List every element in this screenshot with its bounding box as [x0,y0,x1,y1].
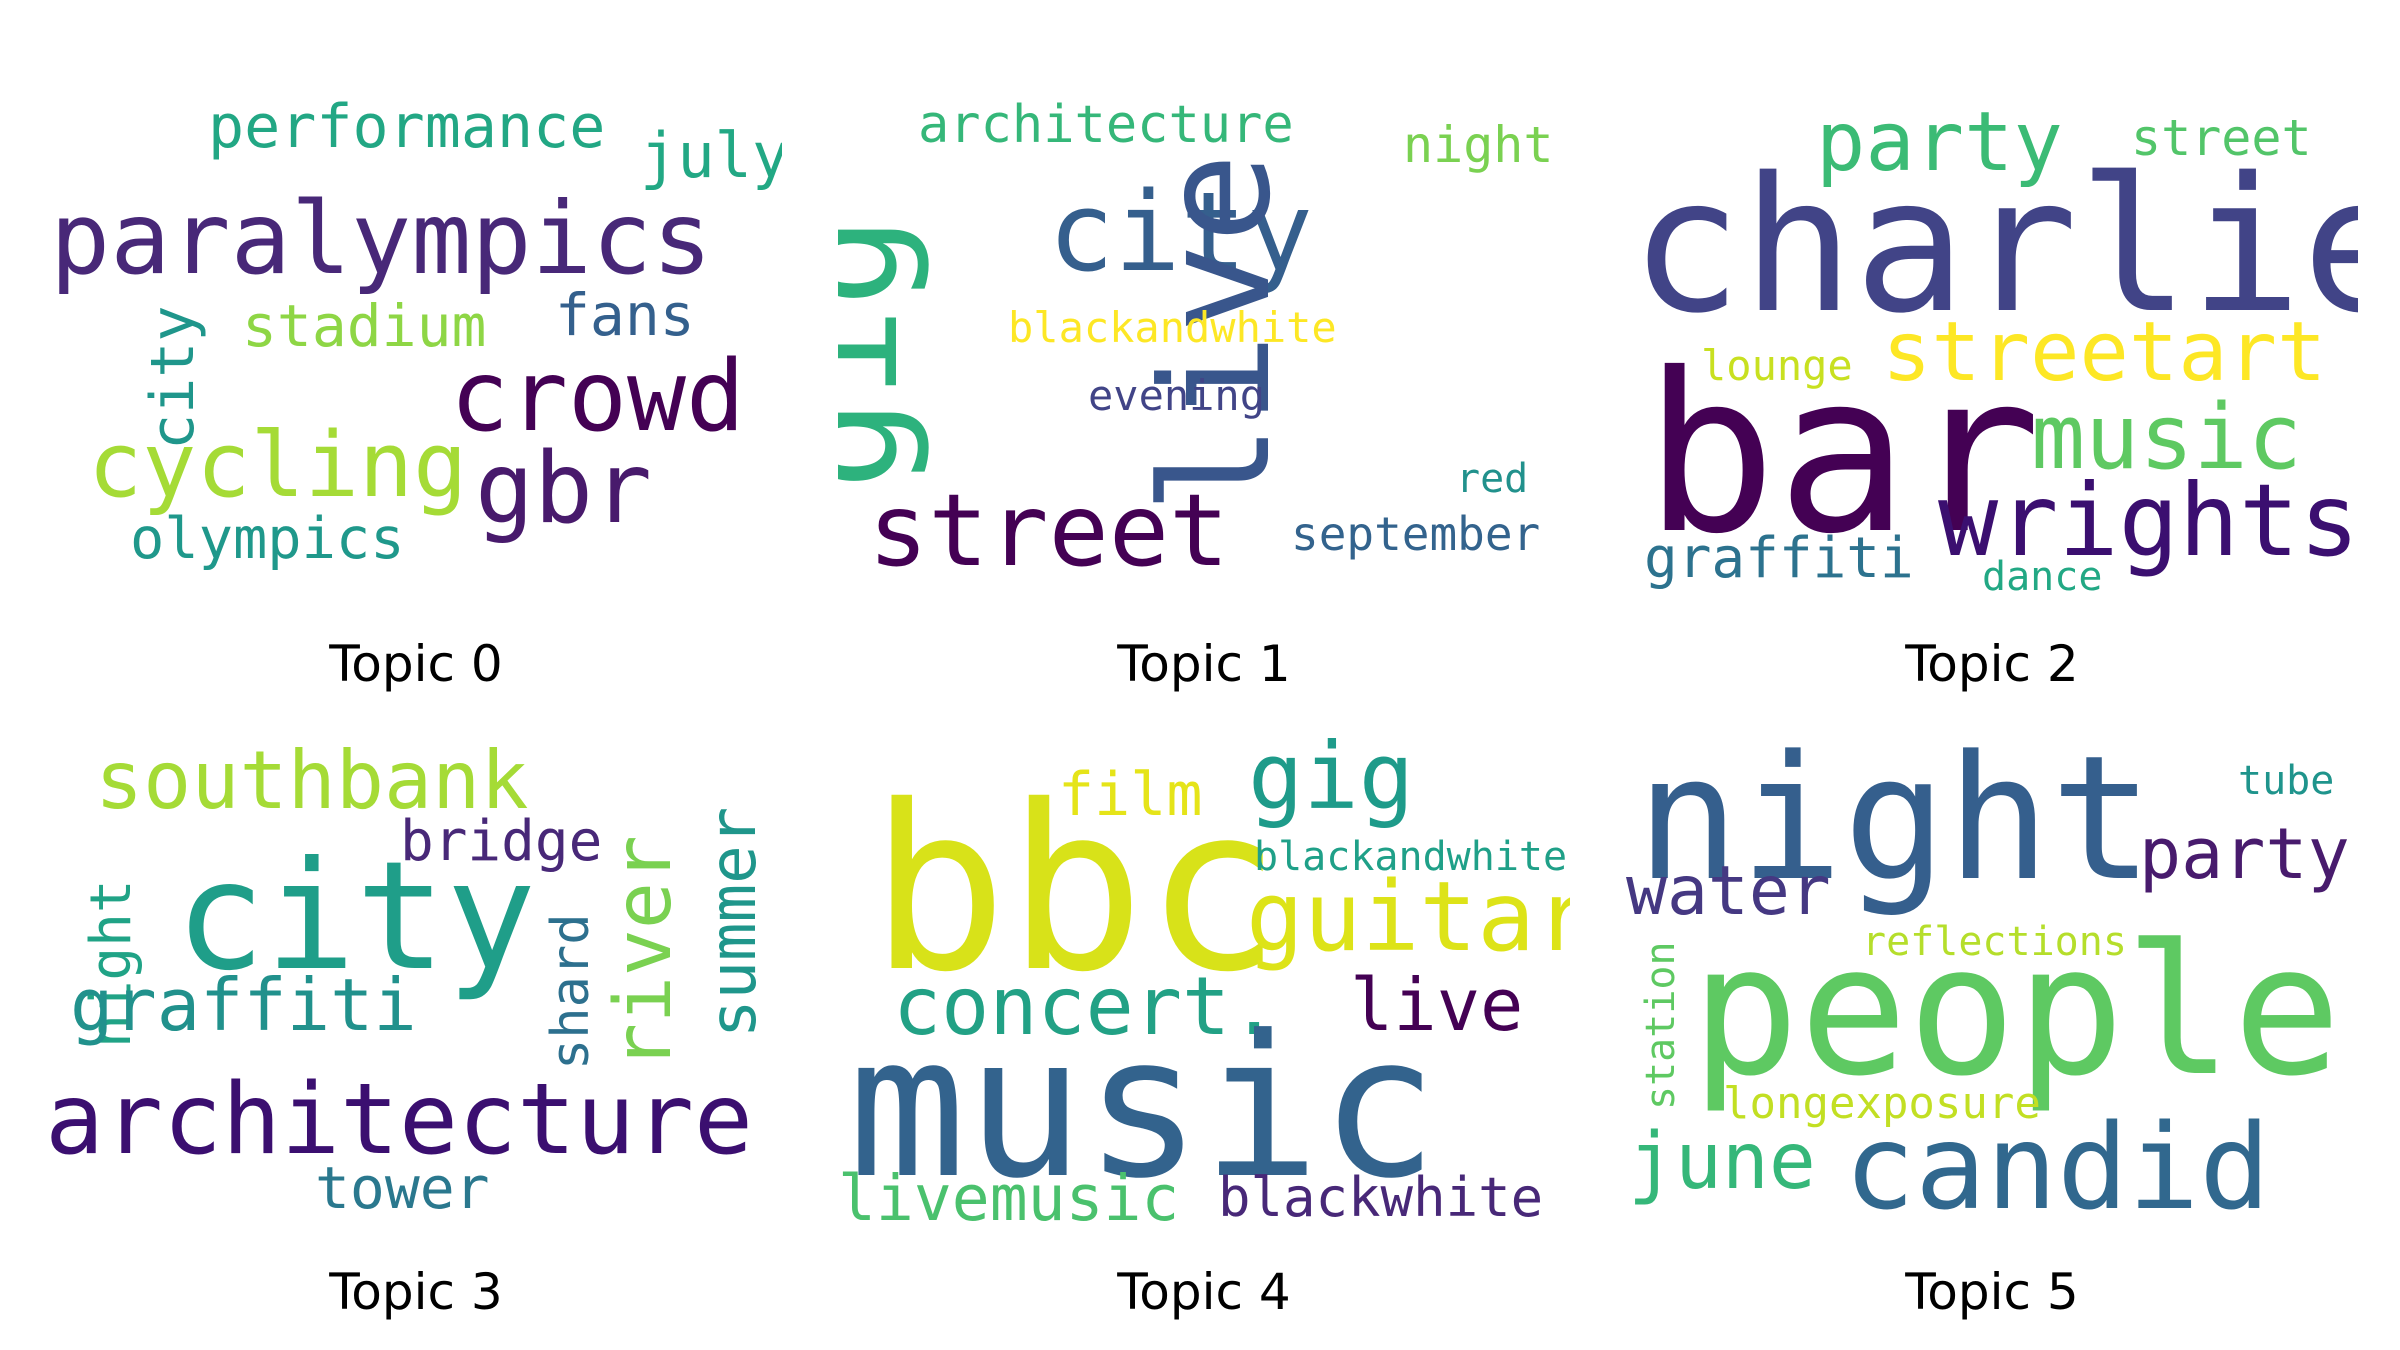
word-charlie: charlie [1630,137,2358,354]
wordcloud-panel-topic-2: party street charlie lounge streetart ba… [1626,90,2358,693]
word-blackandwhite: blackandwhite [1254,834,1567,880]
word-livemusic: livemusic [838,1162,1179,1235]
word-fans: fans [555,281,695,349]
word-blackwhite: blackwhite [1218,1166,1543,1229]
word-olympics: olympics [130,506,405,572]
wordcloud-panel-topic-1: architecture night gig city live blackan… [838,90,1570,693]
word-night: night [1636,718,2154,919]
wordcloud-topic-5: night tube party water reflections stati… [1626,718,2350,1236]
word-lounge: lounge [1701,341,1853,390]
word-street: street [868,472,1229,589]
word-architecture: architecture [918,95,1294,155]
word-crowd: crowd [450,340,745,454]
word-bridge: bridge [400,809,602,874]
wordcloud-topic-3: southbank summer night bridge city river… [50,734,771,1222]
word-music: music [2031,385,2302,490]
wordcloud-topic-2: party street charlie lounge streetart ba… [1630,95,2358,600]
word-june: june [1628,1117,1816,1207]
word-summer: summer [697,807,771,1038]
word-bar: bar [1644,326,2041,582]
word-station: station [1638,941,1684,1110]
wordcloud-panel-topic-3: southbank summer night bridge city river… [50,718,782,1321]
word-paralympics: paralympics [50,180,712,297]
word-bbc: bbc [870,756,1282,1022]
word-music: music [848,994,1438,1222]
word-gig: gig [838,215,932,490]
wordcloud-panel-topic-5: night tube party water reflections stati… [1626,718,2358,1321]
word-graffiti: graffiti [1644,526,1914,591]
wordcloud-panel-topic-0: performance july paralympics stadium fan… [50,90,782,693]
word-city: city [1048,168,1313,296]
word-river: river [599,835,689,1070]
word-street: street [2131,109,2312,167]
word-live: live [1350,963,1523,1047]
word-gbr: gbr [475,432,652,546]
word-reflections: reflections [1862,919,2127,965]
word-party: party [2139,813,2350,895]
word-night: night [1403,116,1554,174]
word-evening: evening [1088,371,1265,420]
word-blackandwhite: blackandwhite [1008,303,1337,352]
word-gig: gig [1248,723,1414,830]
panel-caption: Topic 2 [1905,635,2079,693]
wordcloud-topic-1: architecture night gig city live blackan… [838,95,1554,589]
word-streetart: streetart [1882,305,2326,400]
word-july: july [640,119,782,192]
wordcloud-topic-4: film gig bbc blackandwhite guitar concer… [838,723,1570,1235]
panel-caption: Topic 5 [1905,1263,2079,1321]
word-shard: shard [541,913,601,1070]
panel-caption: Topic 4 [1117,1263,1291,1321]
word-party: party [1816,95,2063,190]
word-september: september [1291,507,1540,561]
word-southbank: southbank [95,734,528,827]
panel-caption: Topic 1 [1117,635,1291,693]
word-architecture: architecture [50,1063,753,1177]
word-night: night [79,879,144,1048]
word-live: live [1130,153,1304,514]
word-longexposure: longexposure [1723,1078,2041,1129]
word-stadium: stadium [242,292,486,360]
panel-caption: Topic 0 [329,635,503,693]
word-cycling: cycling [88,413,467,518]
wordcloud-topic-0: performance july paralympics stadium fan… [50,92,782,572]
word-dance: dance [1982,554,2102,600]
word-performance: performance [208,92,605,162]
word-people: people [1691,907,2341,1116]
word-city: city [138,306,208,451]
wordcloud-panel-topic-4: film gig bbc blackandwhite guitar concer… [838,718,1570,1321]
word-red: red [1456,456,1528,502]
word-water: water [1626,852,1831,931]
word-city: city [175,830,536,1004]
word-candid: candid [1844,1098,2270,1236]
word-concert: concert. [893,960,1278,1053]
word-wrights: wrights [1938,462,2358,579]
word-film: film [1058,760,1203,830]
word-tower: tower [315,1154,490,1222]
word-guitar: guitar [1246,861,1570,973]
word-graffiti: graffiti [70,963,417,1047]
panel-caption: Topic 3 [329,1263,503,1321]
word-tube: tube [2238,758,2334,804]
